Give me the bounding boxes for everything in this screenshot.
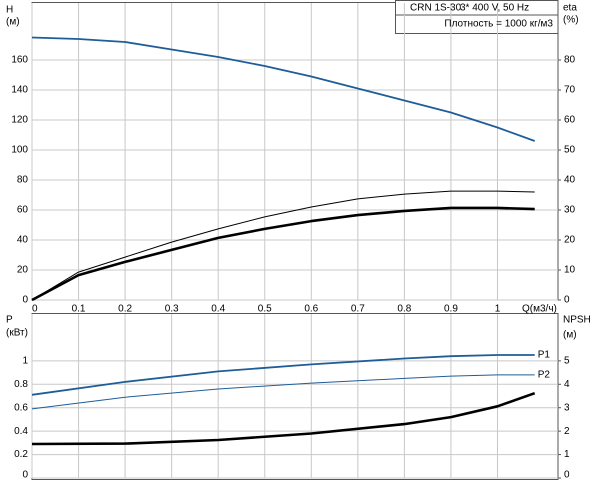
info-text: CRN 1S-30	[410, 3, 462, 14]
y2-axis-label: eta	[563, 3, 577, 14]
x-axis-label: Q(м3/ч)	[522, 304, 557, 315]
y2-tick-label: 5	[564, 355, 570, 366]
y-tick-label: 0	[22, 470, 28, 480]
y2-axis-label: (%)	[563, 15, 579, 26]
y-tick-label: 60	[17, 205, 29, 216]
x-tick-label: 1	[495, 304, 501, 315]
y-tick-label: 120	[11, 115, 28, 126]
y2-tick-label: 30	[564, 205, 576, 216]
y2-tick-label: 1	[564, 449, 570, 460]
curve	[31, 36, 536, 142]
x-tick-label: 0.6	[304, 304, 318, 315]
x-tick-label: 0.4	[211, 304, 225, 315]
info-text: 3* 400 V, 50 Hz	[460, 3, 529, 14]
x-tick-label: 0.8	[397, 304, 411, 315]
y2-tick-label: 80	[564, 55, 576, 66]
x-tick-label: 0.2	[118, 304, 132, 315]
x-tick-label: 0.5	[258, 304, 272, 315]
x-tick-label: 0.9	[444, 304, 458, 315]
y2-tick-label: 0	[564, 295, 570, 306]
y-tick-label: 40	[17, 235, 29, 246]
y2-tick-label: 10	[564, 265, 576, 276]
y2-tick-label: 70	[564, 85, 576, 96]
y2-tick-label: 0	[564, 470, 570, 480]
y-tick-label: 0.2	[14, 449, 28, 460]
series-label: P2	[538, 370, 551, 381]
y-tick-label: 140	[11, 85, 28, 96]
y-tick-label: 0.8	[14, 379, 28, 390]
y-tick-label: 1	[22, 355, 28, 366]
y-tick-label: 80	[17, 175, 29, 186]
info-box	[395, 0, 559, 34]
y2-tick-label: 20	[564, 235, 576, 246]
y-tick-label: 160	[11, 55, 28, 66]
curve	[31, 354, 535, 396]
y-axis-label: H	[6, 5, 13, 16]
x-tick-label: 0.7	[351, 304, 365, 315]
y-tick-label: 20	[17, 265, 29, 276]
y2-tick-label: 3	[564, 402, 570, 413]
y2-tick-label: 60	[564, 115, 576, 126]
y-axis-label: (м)	[6, 17, 20, 28]
y2-tick-label: 40	[564, 175, 576, 186]
curve	[31, 374, 535, 410]
x-tick-label: 0	[32, 304, 38, 315]
curve	[31, 190, 535, 301]
y-tick-label: 0	[22, 295, 28, 306]
plot-frame	[31, 2, 559, 301]
y-axis-label: (кВт)	[6, 328, 28, 339]
y-tick-label: 0.4	[14, 426, 28, 437]
y2-axis-label: (м)	[563, 330, 577, 341]
x-tick-label: 0.1	[72, 304, 86, 315]
info-text: Плотность = 1000 кг/м3	[444, 19, 553, 30]
y-axis-label: P	[6, 315, 13, 326]
y2-tick-label: 50	[564, 145, 576, 156]
y2-tick-label: 2	[564, 426, 570, 437]
y2-axis-label: NPSH	[563, 315, 591, 326]
y-tick-label: 100	[11, 145, 28, 156]
series-label: P1	[538, 350, 551, 361]
y2-tick-label: 4	[564, 379, 570, 390]
curve	[31, 391, 536, 446]
y-tick-label: 0.6	[14, 402, 28, 413]
curve	[31, 206, 535, 302]
x-tick-label: 0.3	[165, 304, 179, 315]
